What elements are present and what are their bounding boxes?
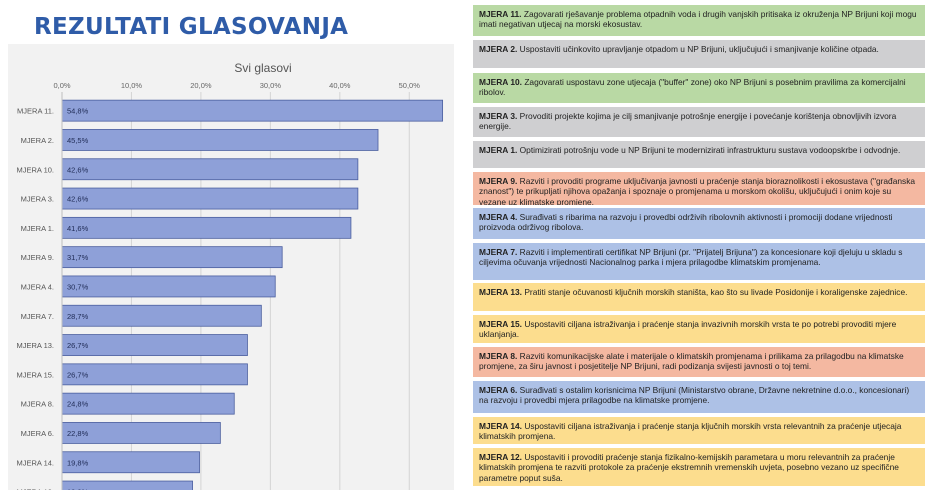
category-label: MJERA 4.	[21, 282, 54, 291]
measure-label: MJERA 13.	[479, 287, 522, 297]
x-tick-label: 10,0%	[121, 81, 143, 90]
measure-label: MJERA 15.	[479, 319, 522, 329]
chart-panel: Svi glasovi 0,0% 10,0% 20,0% 30,0% 40,0% 50,0%…	[8, 44, 454, 490]
bar-value-label: 42,6%	[67, 165, 89, 174]
x-tick-label: 30,0%	[260, 81, 282, 90]
measure-label: MJERA 14.	[479, 421, 522, 431]
x-tick-label: 0,0%	[53, 81, 70, 90]
bar-value-label: 45,5%	[67, 136, 89, 145]
measure-text: Razviti i implementirati certifikat NP B…	[479, 247, 903, 268]
bar-value-label: 24,8%	[67, 400, 89, 409]
measure-text: Optimizirati potrošnju vode u NP Brijuni…	[519, 145, 901, 155]
bar	[61, 334, 248, 356]
bar	[61, 275, 276, 298]
category-label: MJERA 13.	[16, 341, 54, 350]
bar-value-label: 18,8%	[67, 488, 89, 490]
x-tick-label: 20,0%	[190, 81, 212, 90]
category-label: MJERA 11.	[17, 107, 54, 116]
bar	[61, 304, 262, 327]
bar-value-label: 26,7%	[67, 341, 89, 350]
category-label: MJERA 14.	[16, 458, 54, 467]
bar	[61, 363, 248, 386]
category-label: MJERA 9.	[21, 253, 54, 262]
bar	[61, 158, 359, 181]
measure-card: MJERA 13. Pratiti stanje očuvanosti klju…	[473, 283, 925, 311]
category-label: MJERA 10.	[16, 165, 54, 174]
measure-label: MJERA 10.	[479, 77, 522, 87]
measure-text: Surađivati s ostalim korisnicima NP Brij…	[479, 385, 910, 406]
measure-text: Zagovarati rješavanje problema otpadnih …	[479, 9, 917, 30]
bar	[61, 187, 359, 210]
measure-card: MJERA 8. Razviti komunikacijske alate i …	[473, 347, 925, 377]
measure-label: MJERA 1.	[479, 145, 518, 155]
bar-value-label: 28,7%	[67, 312, 89, 321]
bar	[61, 480, 193, 490]
measure-label: MJERA 11.	[479, 9, 522, 19]
x-tick-label: 40,0%	[329, 81, 351, 90]
chart-title: Svi glasovi	[234, 61, 291, 75]
measure-card: MJERA 10. Zagovarati uspostavu zone utje…	[473, 73, 925, 103]
measure-card: MJERA 6. Surađivati s ostalim korisnicim…	[473, 381, 925, 413]
page-title: REZULTATI GLASOVANJA	[34, 14, 349, 40]
measure-card: MJERA 15. Uspostaviti ciljana istraživan…	[473, 315, 925, 343]
measure-label: MJERA 4.	[479, 212, 518, 222]
measure-card: MJERA 11. Zagovarati rješavanje problema…	[473, 5, 925, 36]
measure-text: Uspostaviti ciljana istraživanja i praće…	[479, 421, 902, 442]
measure-card: MJERA 14. Uspostaviti ciljana istraživan…	[473, 417, 925, 444]
measure-label: MJERA 12.	[479, 452, 522, 462]
measure-text: Uspostaviti učinkovito upravljanje otpad…	[519, 44, 879, 54]
bar-value-label: 54,8%	[67, 107, 89, 116]
measure-card: MJERA 9. Razviti i provoditi programe uk…	[473, 172, 925, 205]
measure-text: Surađivati s ribarima na razvoju i prove…	[479, 212, 893, 233]
bar-value-label: 26,7%	[67, 370, 89, 379]
category-label: MJERA 1.	[21, 224, 54, 233]
measure-text: Pratiti stanje očuvanosti ključnih morsk…	[524, 287, 908, 297]
bar-value-label: 41,6%	[67, 224, 89, 233]
bar-value-label: 22,8%	[67, 429, 89, 438]
category-label: MJERA 12.	[16, 488, 54, 490]
bar	[61, 246, 283, 269]
bar	[61, 216, 352, 239]
measure-label: MJERA 8.	[479, 351, 518, 361]
bar-value-label: 42,6%	[67, 195, 89, 204]
bar-value-label: 31,7%	[67, 253, 89, 262]
measure-card: MJERA 1. Optimizirati potrošnju vode u N…	[473, 141, 925, 168]
measure-card: MJERA 2. Uspostaviti učinkovito upravlja…	[473, 40, 925, 68]
measure-text: Uspostaviti i provoditi praćenje stanja …	[479, 452, 899, 483]
bar-value-label: 19,8%	[67, 458, 89, 467]
measure-card: MJERA 3. Provoditi projekte kojima je ci…	[473, 107, 925, 137]
measure-label: MJERA 6.	[479, 385, 518, 395]
x-tick-label: 50,0%	[399, 81, 421, 90]
category-label: MJERA 15.	[16, 370, 54, 379]
measure-text: Razviti i provoditi programe uključivanj…	[479, 176, 916, 205]
measure-card: MJERA 4. Surađivati s ribarima na razvoj…	[473, 208, 925, 239]
measure-label: MJERA 9.	[479, 176, 518, 186]
measure-text: Razviti komunikacijske alate i materijal…	[479, 351, 904, 372]
category-label: MJERA 3.	[21, 195, 54, 204]
bar	[61, 99, 444, 122]
bar-value-label: 30,7%	[67, 282, 89, 291]
category-label: MJERA 7.	[21, 312, 54, 321]
measure-text: Zagovarati uspostavu zone utjecaja ("buf…	[479, 77, 906, 98]
measure-label: MJERA 2.	[479, 44, 518, 54]
measure-card: MJERA 7. Razviti i implementirati certif…	[473, 243, 925, 280]
measure-label: MJERA 3.	[479, 111, 518, 121]
measure-card: MJERA 12. Uspostaviti i provoditi praćen…	[473, 448, 925, 486]
measure-text: Provoditi projekte kojima je cilj smanji…	[479, 111, 897, 132]
measure-label: MJERA 7.	[479, 247, 518, 257]
bar	[61, 129, 379, 151]
measure-text: Uspostaviti ciljana istraživanja i praće…	[479, 319, 897, 340]
category-label: MJERA 2.	[21, 136, 54, 145]
category-label: MJERA 8.	[21, 400, 54, 409]
category-label: MJERA 6.	[21, 429, 54, 438]
bar-chart: Svi glasovi 0,0% 10,0% 20,0% 30,0% 40,0% 50,0%…	[16, 61, 444, 490]
